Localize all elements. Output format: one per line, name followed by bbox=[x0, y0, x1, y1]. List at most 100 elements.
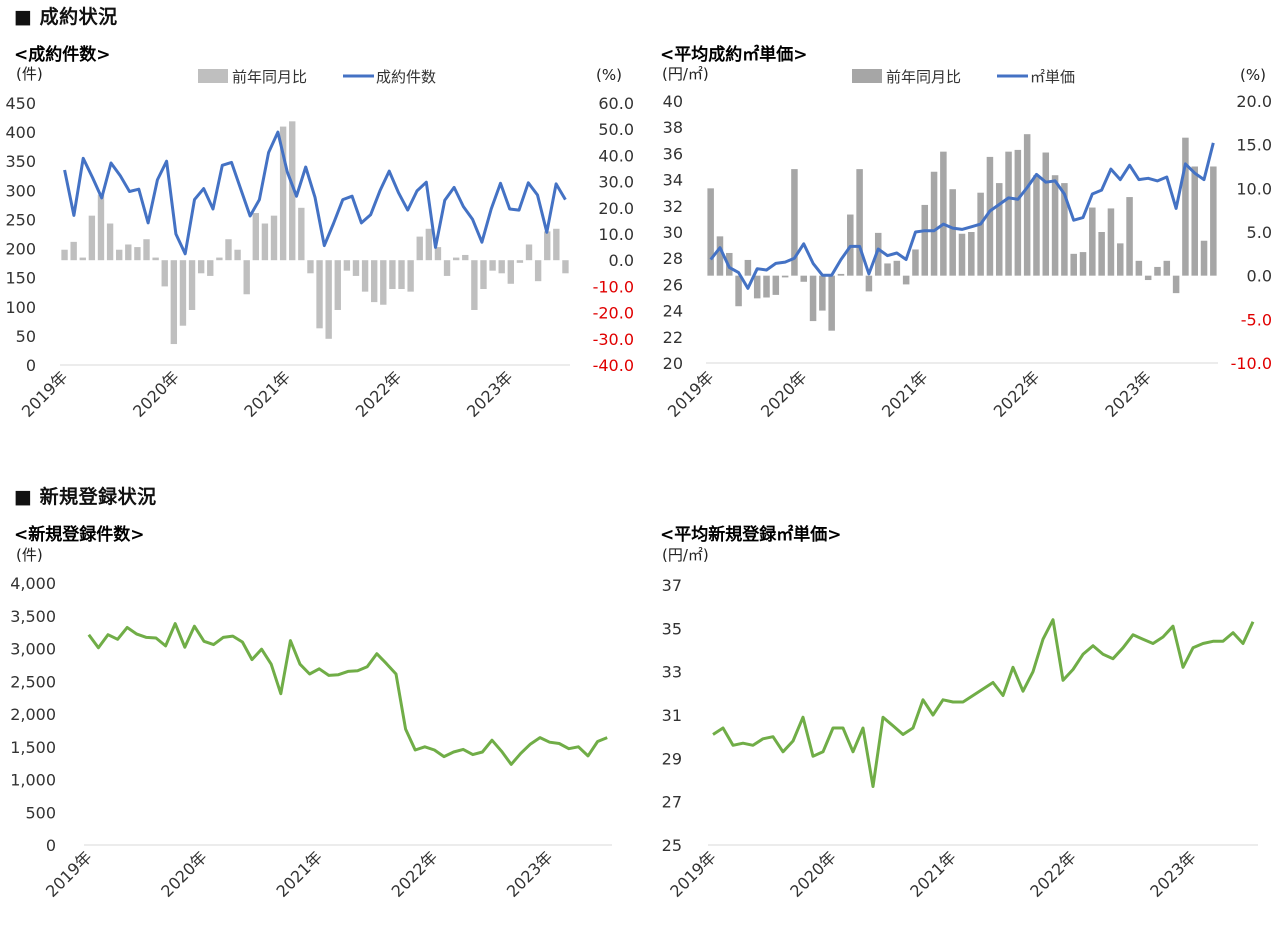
contract_count-yoy-bar bbox=[207, 260, 214, 276]
contract_count-yoy-bar bbox=[489, 260, 496, 271]
contract_price-yoy-bar bbox=[1126, 197, 1133, 276]
contract_price-ytick-right: 20.0 bbox=[1236, 92, 1272, 111]
contract_count-yoy-bar bbox=[270, 215, 278, 261]
contract_count-yoy-bar bbox=[97, 194, 105, 261]
contract_price-chart: <平均成約㎡単価>(円/㎡) (%)40383634323028262422202… bbox=[660, 44, 1272, 421]
new_registration_count-xtick: 2021年 bbox=[272, 847, 326, 901]
new_registration_price-left-unit: (円/㎡) bbox=[662, 546, 709, 564]
new_registration_count-ytick-left: 3,000 bbox=[10, 640, 56, 659]
contract_price-left-unit: (円/㎡) bbox=[662, 65, 709, 83]
new_registration_count-line-series bbox=[87, 622, 608, 766]
new_registration_count-ytick-left: 4,000 bbox=[10, 574, 56, 593]
new_registration_count-left-unit: (件) bbox=[16, 546, 43, 564]
contract_count-xtick: 2023年 bbox=[463, 367, 517, 421]
contract_price-yoy-bar bbox=[753, 275, 761, 299]
contract_count-yoy-bar bbox=[188, 260, 196, 310]
new_registration_count-chart: <新規登録件数>(件) 4,000 3,500 3,000 2,500 2,000 1,50… bbox=[10, 524, 612, 901]
contract_price-ytick-left: 20 bbox=[663, 354, 683, 373]
contract_price-yoy-bar bbox=[1079, 252, 1087, 276]
contract_count-xtick: 2022年 bbox=[352, 367, 406, 421]
contract_count-xtick: 2020年 bbox=[129, 367, 183, 421]
new_registration_price-title: <平均新規登録㎡単価> bbox=[660, 524, 842, 545]
contract_price-ytick-left: 38 bbox=[663, 118, 683, 137]
contract_count-ytick-right: 50.0 bbox=[598, 120, 634, 139]
contract_price-ytick-right: 10.0 bbox=[1236, 179, 1272, 198]
contract_price-yoy-bar bbox=[1070, 253, 1077, 276]
contract_count-yoy-bar bbox=[289, 121, 296, 261]
contract_count-yoy-bar bbox=[70, 241, 77, 261]
contract_count-xtick: 2021年 bbox=[240, 367, 294, 421]
contract_count-yoy-bar bbox=[298, 207, 305, 261]
contract_price-ytick-left: 22 bbox=[663, 328, 683, 347]
contract_count-title: <成約件数> bbox=[14, 44, 111, 65]
contract_price-yoy-bar bbox=[1089, 207, 1096, 276]
contract_price-yoy-bar bbox=[1135, 260, 1143, 276]
contract_price-xtick: 2021年 bbox=[878, 367, 932, 421]
contract_price-ytick-left: 28 bbox=[663, 249, 683, 268]
contract_count-yoy-bar bbox=[352, 260, 360, 276]
contract_count-ytick-right: 30.0 bbox=[598, 173, 634, 192]
contract_price-ytick-right: -10.0 bbox=[1231, 354, 1272, 373]
contract_count-yoy-bar bbox=[161, 260, 168, 287]
new_registration_price-ytick-left: 31 bbox=[662, 706, 682, 725]
contract_price-xtick: 2019年 bbox=[664, 367, 718, 421]
contract_count-yoy-bar bbox=[398, 260, 405, 290]
contract_price-ytick-right: 0.0 bbox=[1247, 267, 1272, 286]
contract_price-yoy-bar bbox=[707, 188, 714, 276]
contract_count-yoy-bar bbox=[252, 213, 259, 261]
contract_price-yoy-bar bbox=[949, 189, 956, 276]
contract_count-ytick-left: 100 bbox=[5, 298, 36, 317]
contract_count-yoy-bar bbox=[325, 260, 332, 339]
contract_price-ytick-left: 32 bbox=[663, 197, 683, 216]
contract_price-yoy-bar bbox=[1200, 240, 1208, 276]
contract_count-yoy-bar bbox=[243, 260, 250, 295]
section-title-contract: ■ 成約状況 bbox=[14, 6, 118, 28]
contract_count-yoy-bar bbox=[134, 247, 141, 261]
contract_price-ytick-right: 15.0 bbox=[1236, 136, 1272, 155]
section-title-registration: ■ 新規登録状況 bbox=[14, 486, 157, 508]
contract_count-yoy-bar bbox=[307, 260, 314, 274]
contract_count-ytick-left: 350 bbox=[5, 152, 36, 171]
contract_count-yoy-bar bbox=[234, 249, 241, 261]
contract_count-yoy-bar bbox=[261, 223, 269, 261]
new_registration_price-xtick: 2021年 bbox=[906, 847, 960, 901]
contract_price-ytick-left: 30 bbox=[663, 223, 683, 242]
contract_count-xtick: 2019年 bbox=[18, 367, 72, 421]
contract_price-ytick-left: 40 bbox=[663, 92, 683, 111]
contract_price-yoy-bar bbox=[1042, 152, 1050, 276]
contract_count-yoy-bar bbox=[170, 260, 178, 345]
new_registration_count-xtick: 2023年 bbox=[503, 847, 557, 901]
contract_count-yoy-bar bbox=[534, 260, 542, 282]
contract_price-yoy-bar bbox=[828, 275, 835, 331]
contract_price-right-unit: (%) bbox=[1240, 66, 1266, 84]
contract_count-yoy-bar bbox=[61, 249, 68, 261]
contract_count-yoy-bar bbox=[216, 257, 223, 261]
new_registration_price-ytick-left: 35 bbox=[662, 619, 682, 638]
contract_price-ytick-left: 24 bbox=[663, 302, 683, 321]
new_registration_count-ytick-left: 2,500 bbox=[10, 672, 56, 691]
contract_count-yoy-bar bbox=[443, 260, 451, 276]
contract_price-yoy-bar bbox=[763, 275, 770, 298]
new_registration_price-ytick-left: 25 bbox=[662, 836, 682, 855]
contract_count-yoy-bar bbox=[507, 260, 514, 284]
contract_price-yoy-bar bbox=[1098, 232, 1105, 276]
contract_count-yoy-bar bbox=[143, 239, 150, 261]
contract_count-ytick-right: 40.0 bbox=[598, 146, 634, 165]
contract_count-yoy-bar bbox=[334, 260, 341, 310]
legend-label-yoy: 前年同月比 bbox=[886, 68, 961, 86]
contract_price-yoy-bar bbox=[865, 275, 873, 292]
contract_price-yoy-bar bbox=[874, 232, 882, 276]
contract_count-yoy-bar bbox=[106, 223, 114, 261]
new_registration_count-title: <新規登録件数> bbox=[14, 524, 145, 545]
contract_count-yoy-bar bbox=[516, 260, 524, 263]
legend-label-yoy: 前年同月比 bbox=[232, 68, 307, 86]
contract_count-yoy-bar bbox=[462, 254, 469, 261]
contract_count-ytick-right: 10.0 bbox=[598, 225, 634, 244]
new_registration_count-ytick-left: 500 bbox=[25, 803, 56, 822]
legend-label-series: ㎡単価 bbox=[1030, 68, 1075, 86]
contract_count-ytick-right: 20.0 bbox=[598, 199, 634, 218]
contract_count-yoy-bar bbox=[225, 239, 232, 261]
contract_count-yoy-bar bbox=[380, 260, 387, 305]
contract_count-legend: 前年同月比 成約件数 bbox=[198, 68, 436, 86]
